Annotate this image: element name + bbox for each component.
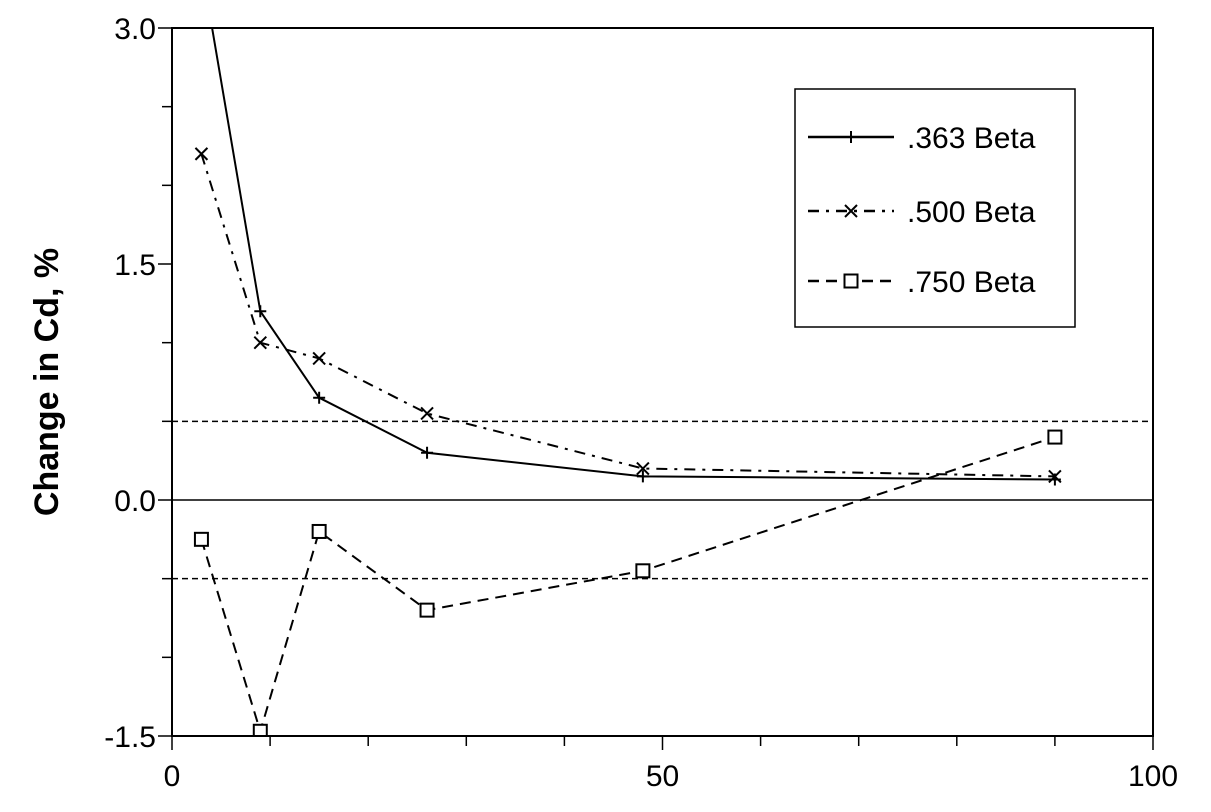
reference-lines <box>172 420 1153 580</box>
x-tick-label: 0 <box>164 760 181 793</box>
y-axis-title: Change in Cd, % <box>28 248 66 516</box>
axis-tick-labels: 0 50 100 -1.5 0.0 1.5 3.0 <box>104 13 1178 793</box>
data-point-series-2 <box>1048 469 1062 484</box>
data-point-series-2 <box>253 335 267 350</box>
data-point-series-3 <box>1047 429 1063 445</box>
legend-marker-1 <box>845 131 857 143</box>
data-point-series-1 <box>636 470 649 483</box>
data-point-series-2 <box>636 461 650 476</box>
data-point-series-1 <box>313 391 326 404</box>
data-point-series-1 <box>254 305 267 318</box>
data-point-series-1 <box>421 446 434 459</box>
data-point-series-3 <box>635 563 651 579</box>
legend-label-2: .500 Beta <box>907 196 1036 229</box>
data-point-series-3 <box>193 531 209 547</box>
y-tick-label: 3.0 <box>114 13 156 46</box>
data-point-series-2 <box>420 406 434 421</box>
series-line-3 <box>200 436 1056 735</box>
axis-ticks <box>158 27 1154 750</box>
x-tick-label: 50 <box>646 760 679 793</box>
series-lines <box>200 28 1056 735</box>
data-point-series-3 <box>419 602 435 618</box>
data-point-series-2 <box>194 147 209 161</box>
legend-marker-3 <box>843 273 859 289</box>
y-tick-label: 1.5 <box>114 249 156 282</box>
series-line-1 <box>211 28 1055 481</box>
data-point-series-2 <box>312 351 326 366</box>
y-tick-label: 0.0 <box>114 485 156 518</box>
legend-marker-2 <box>844 204 858 218</box>
series-markers <box>193 147 1063 736</box>
legend-label-3: .750 Beta <box>907 266 1036 299</box>
x-tick-label: 100 <box>1128 760 1178 793</box>
legend-label-1: .363 Beta <box>907 122 1036 155</box>
data-point-series-3 <box>252 723 268 736</box>
data-point-series-3 <box>311 523 327 539</box>
y-tick-label: -1.5 <box>104 721 156 754</box>
legend-box <box>794 88 1076 328</box>
legend: .363 Beta .500 Beta .750 Beta <box>794 88 1076 328</box>
